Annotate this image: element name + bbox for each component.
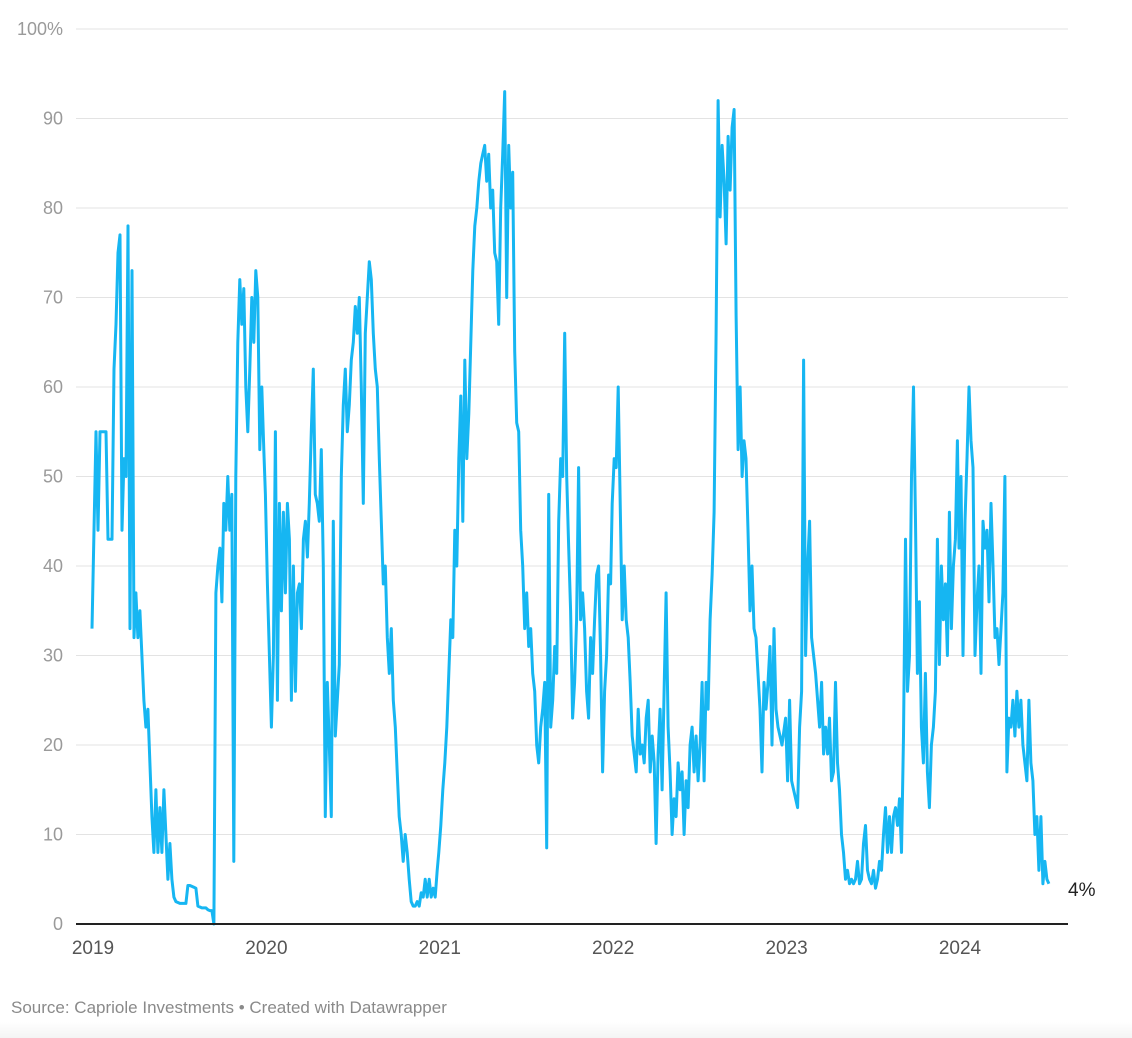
end-value-label: 4% bbox=[1068, 880, 1096, 901]
y-tick-label: 30 bbox=[43, 646, 63, 666]
y-tick-label: 80 bbox=[43, 198, 63, 218]
y-tick-label: 40 bbox=[43, 556, 63, 576]
footer-band bbox=[0, 1022, 1132, 1038]
y-tick-label: 20 bbox=[43, 735, 63, 755]
source-note: Source: Capriole Investments • Created w… bbox=[11, 998, 447, 1017]
x-tick-label: 2024 bbox=[939, 938, 982, 959]
x-tick-label: 2019 bbox=[72, 938, 114, 959]
line-chart: 0 10 20 30 40 50 60 70 80 90 100% 2019 2020 2021 2022… bbox=[17, 19, 1096, 959]
y-tick-label: 60 bbox=[43, 377, 63, 397]
y-axis-labels: 0 10 20 30 40 50 60 70 80 90 100% bbox=[17, 19, 63, 934]
y-tick-label: 10 bbox=[43, 825, 63, 845]
x-tick-label: 2023 bbox=[765, 938, 807, 959]
y-tick-label: 70 bbox=[43, 288, 63, 308]
y-tick-label: 100% bbox=[17, 19, 63, 39]
y-tick-label: 50 bbox=[43, 467, 63, 487]
y-tick-label: 90 bbox=[43, 109, 63, 129]
x-axis-labels: 2019 2020 2021 2022 2023 2024 bbox=[72, 938, 982, 959]
series-line bbox=[90, 90, 1051, 926]
x-tick-label: 2022 bbox=[592, 938, 634, 959]
x-tick-label: 2021 bbox=[419, 938, 461, 959]
x-tick-label: 2020 bbox=[245, 938, 287, 959]
y-tick-label: 0 bbox=[53, 914, 63, 934]
